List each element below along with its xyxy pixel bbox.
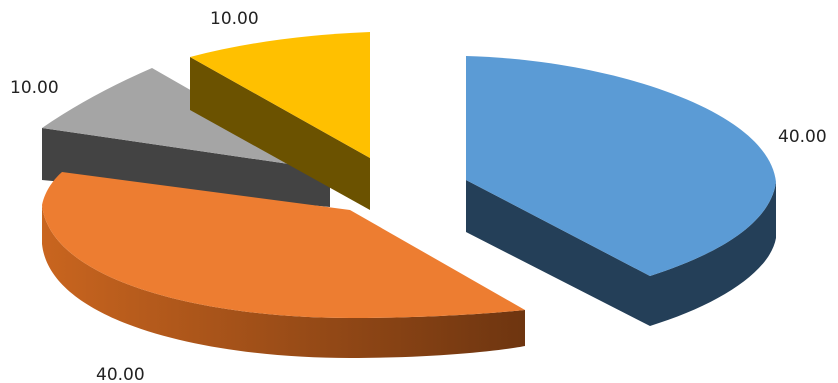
- pie-slice-orange: [42, 172, 525, 358]
- pie-slice-yellow-top: [190, 32, 370, 158]
- pie-slice-blue-side: [466, 180, 776, 326]
- pie-slice-blue-top: [466, 56, 776, 276]
- pie-slice-blue: [466, 56, 776, 326]
- data-label-yellow: 10.00: [210, 9, 259, 29]
- data-label-gray: 10.00: [10, 78, 59, 98]
- data-label-blue: 40.00: [778, 127, 827, 147]
- pie-slice-orange-side: [42, 205, 525, 358]
- pie-slice-yellow-side: [190, 57, 370, 210]
- pie-slice-orange-top: [42, 172, 525, 318]
- data-label-orange: 40.00: [96, 365, 145, 383]
- pie-slice-gray-side: [42, 128, 330, 207]
- pie-slice-yellow: [190, 32, 370, 210]
